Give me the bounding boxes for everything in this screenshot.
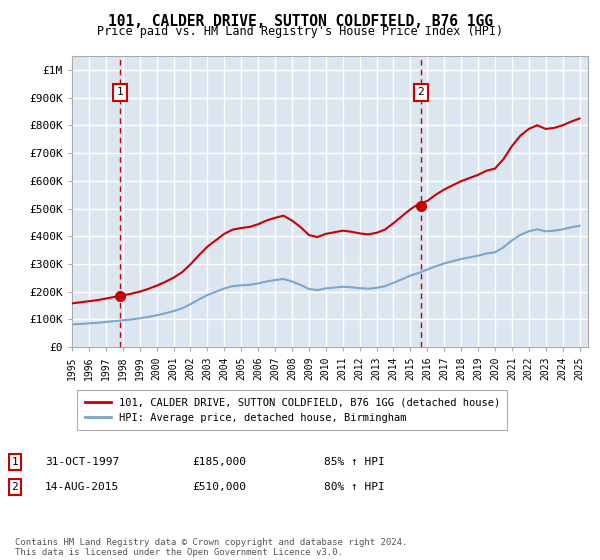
Text: Contains HM Land Registry data © Crown copyright and database right 2024.
This d: Contains HM Land Registry data © Crown c…: [15, 538, 407, 557]
Legend: 101, CALDER DRIVE, SUTTON COLDFIELD, B76 1GG (detached house), HPI: Average pric: 101, CALDER DRIVE, SUTTON COLDFIELD, B76…: [77, 390, 508, 430]
Text: Price paid vs. HM Land Registry's House Price Index (HPI): Price paid vs. HM Land Registry's House …: [97, 25, 503, 38]
Text: 2: 2: [11, 482, 19, 492]
Text: 85% ↑ HPI: 85% ↑ HPI: [324, 457, 385, 467]
Text: 80% ↑ HPI: 80% ↑ HPI: [324, 482, 385, 492]
Text: £185,000: £185,000: [192, 457, 246, 467]
Text: 14-AUG-2015: 14-AUG-2015: [45, 482, 119, 492]
Text: 31-OCT-1997: 31-OCT-1997: [45, 457, 119, 467]
Text: £510,000: £510,000: [192, 482, 246, 492]
Text: 1: 1: [116, 87, 123, 97]
Text: 101, CALDER DRIVE, SUTTON COLDFIELD, B76 1GG: 101, CALDER DRIVE, SUTTON COLDFIELD, B76…: [107, 14, 493, 29]
Text: 2: 2: [418, 87, 424, 97]
Text: 1: 1: [11, 457, 19, 467]
